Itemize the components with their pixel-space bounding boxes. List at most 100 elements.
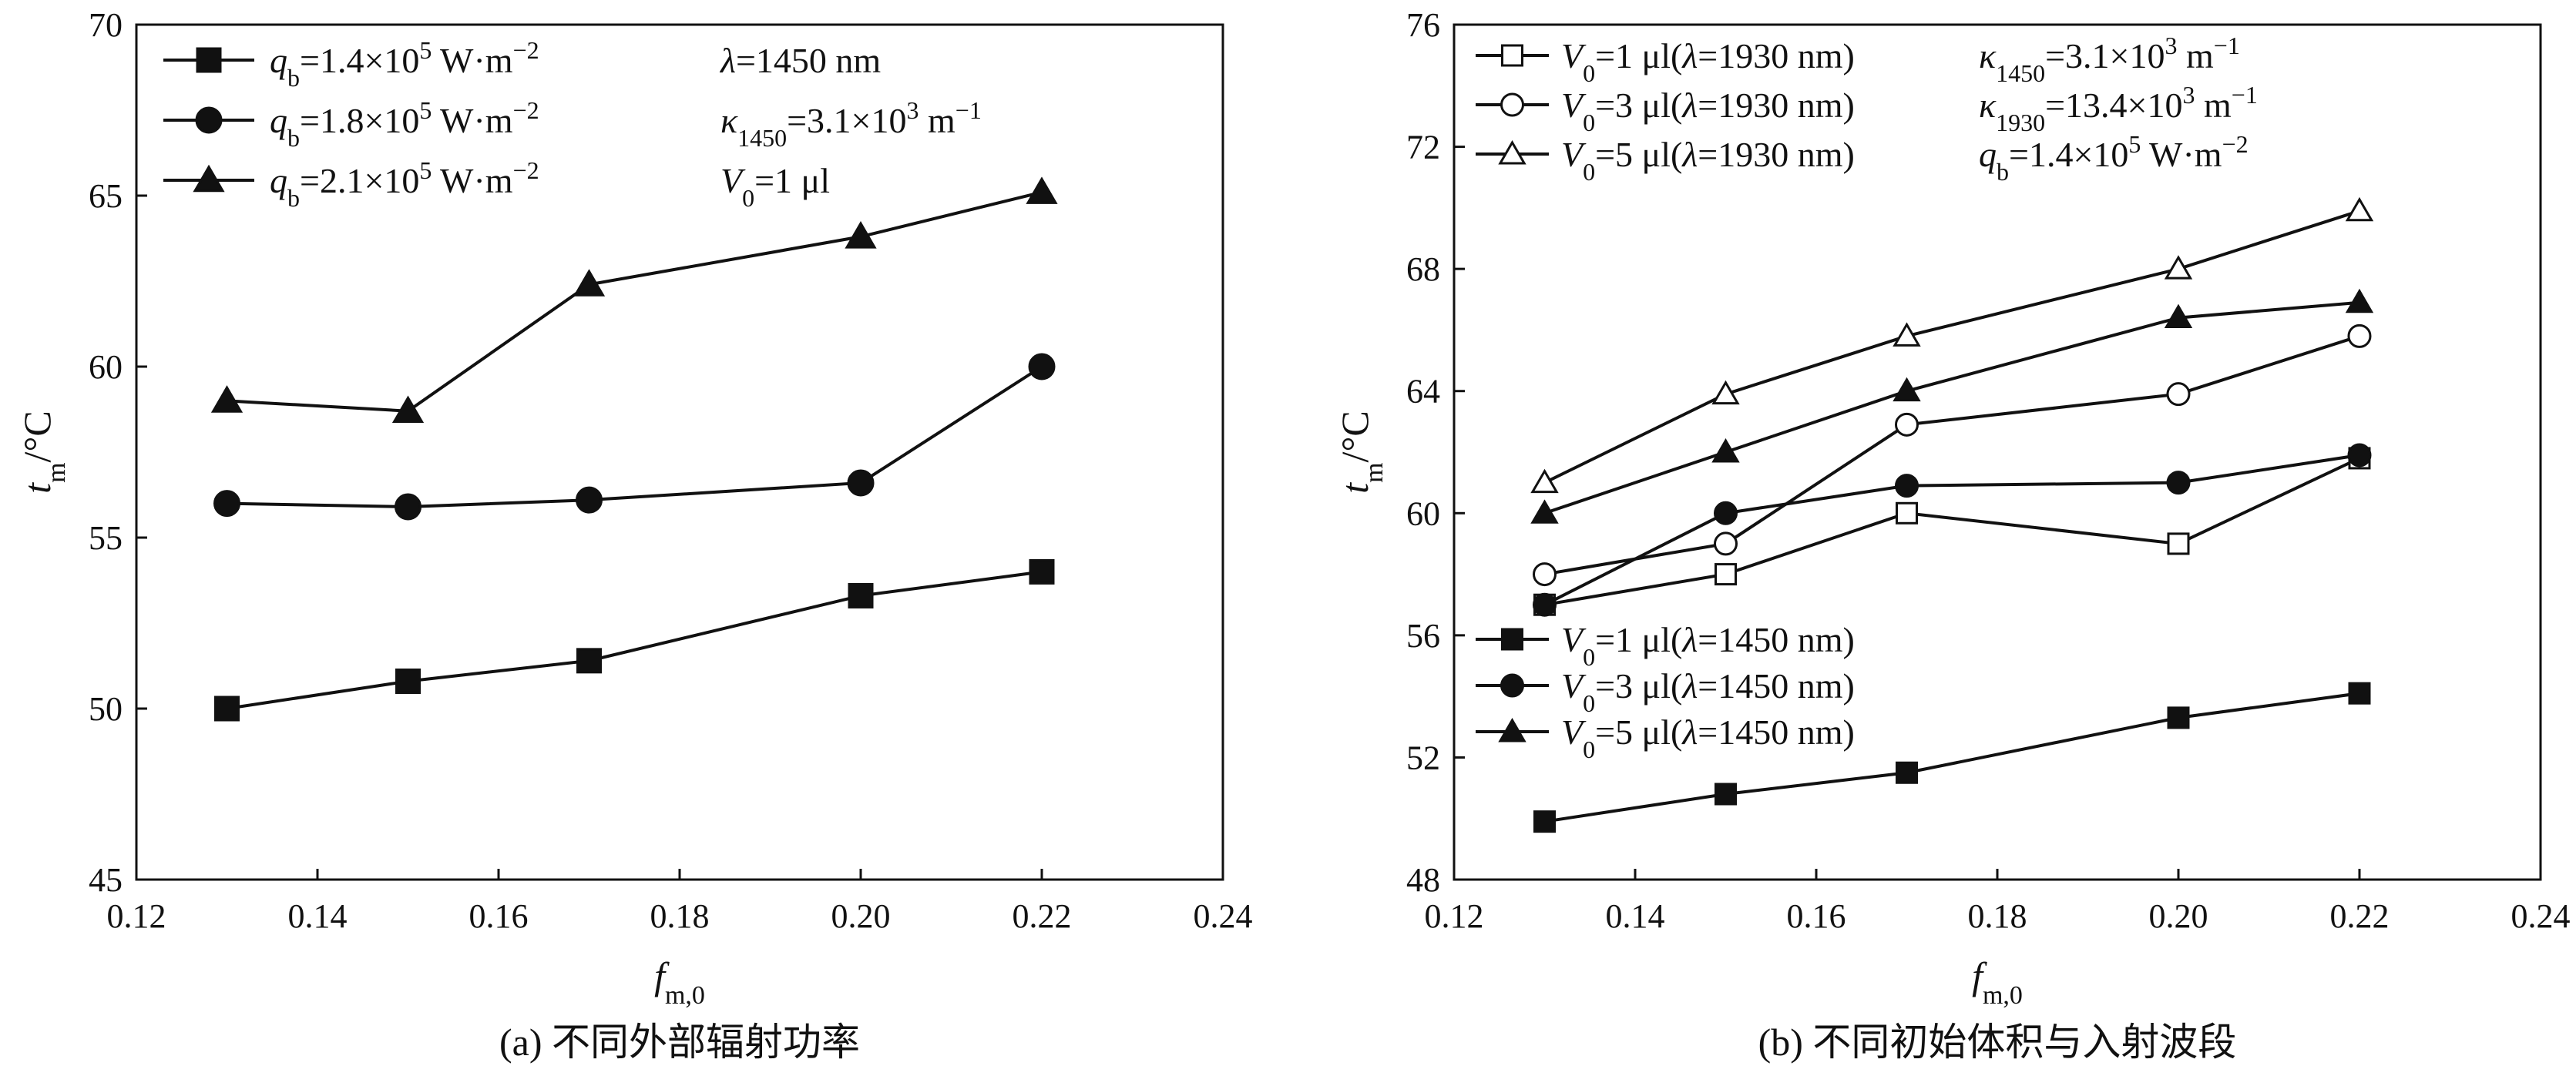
data-point <box>845 221 877 249</box>
x-tick-label: 0.14 <box>288 897 348 935</box>
data-point <box>2167 532 2190 555</box>
legend-label: V0=1 μl(λ=1450 nm) <box>1561 620 1855 671</box>
legend-entry: V0=3 μl(λ=1930 nm) <box>1476 85 1855 136</box>
data-point <box>395 493 421 521</box>
chart-caption: (a) 不同外部辐射功率 <box>499 1021 860 1064</box>
data-point <box>2167 706 2190 729</box>
annotation: κ1450=3.1×103 m−1 <box>720 96 982 152</box>
x-tick-label: 0.16 <box>1787 897 1846 935</box>
legend-marker <box>193 164 225 193</box>
data-point <box>1028 353 1056 380</box>
legend-marker <box>195 106 223 134</box>
data-point <box>2164 303 2193 329</box>
data-point <box>1893 377 1921 402</box>
data-point <box>1896 761 1918 784</box>
data-point <box>1530 499 1559 524</box>
y-tick-label: 60 <box>89 348 123 386</box>
x-tick-label: 0.22 <box>1013 897 1072 935</box>
data-point <box>576 648 602 674</box>
x-tick-label: 0.24 <box>2511 897 2571 935</box>
legend-label: V0=3 μl(λ=1930 nm) <box>1561 85 1855 136</box>
annotation: qb=1.4×105 W·m−2 <box>1979 130 2249 186</box>
y-tick-label: 65 <box>89 177 123 215</box>
legend-entry: V0=1 μl(λ=1450 nm) <box>1476 620 1855 671</box>
y-tick-label: 64 <box>1406 373 1440 411</box>
y-tick-label: 56 <box>1406 617 1440 655</box>
y-tick-label: 72 <box>1406 129 1440 166</box>
data-point <box>1895 474 1919 498</box>
legend-entry: V0=5 μl(λ=1930 nm) <box>1476 135 1855 186</box>
legend-marker <box>1501 628 1523 651</box>
legend-entry: qb=1.4×105 W·m−2 <box>163 36 539 92</box>
chart-b: 0.12 0.14 0.16 0.18 0.20 0.22 0.24 48 52 56 60 64 68… <box>1333 6 2571 1064</box>
data-point <box>1715 563 1737 586</box>
legend-marker <box>1500 673 1524 698</box>
x-axis-label: fm,0 <box>1972 954 2023 1010</box>
y-tick-label: 68 <box>1406 250 1440 288</box>
data-point <box>1896 501 1918 525</box>
legend-entry: qb=1.8×105 W·m−2 <box>163 96 539 152</box>
y-axis-label: tm/°C <box>1333 411 1389 494</box>
x-axis-label: fm,0 <box>654 954 705 1010</box>
chart-a: 0.12 0.14 0.16 0.18 0.20 0.22 0.24 45 50 55 60 65 70… <box>15 6 1253 1064</box>
y-tick-label: 76 <box>1406 6 1440 44</box>
data-point <box>391 395 425 424</box>
series-6 <box>1530 288 2374 524</box>
data-point <box>1533 592 1557 617</box>
y-tick-label: 60 <box>1406 494 1440 532</box>
data-point <box>573 269 606 297</box>
y-tick-label: 70 <box>89 6 123 44</box>
legend-marker <box>1498 718 1526 742</box>
annotation: κ1450=3.1×103 m−1 <box>1979 32 2240 87</box>
x-tick-label: 0.12 <box>107 897 166 935</box>
legend-entry: V0=5 μl(λ=1450 nm) <box>1476 712 1855 763</box>
x-tick-label: 0.20 <box>2149 897 2208 935</box>
data-point <box>2166 471 2191 495</box>
data-point <box>2345 196 2374 222</box>
data-point <box>1530 468 1559 494</box>
data-point <box>1715 783 1737 806</box>
series-2 <box>213 353 1056 521</box>
data-point <box>1711 438 1740 463</box>
annotation: λ=1450 nm <box>719 41 881 80</box>
y-tick-label: 55 <box>89 519 123 557</box>
series-4 <box>1533 682 2371 833</box>
series-5 <box>1533 443 2372 617</box>
data-point <box>2347 443 2372 468</box>
y-tick-label: 52 <box>1406 739 1440 776</box>
legend-entry: qb=2.1×105 W·m−2 <box>163 156 539 212</box>
data-point <box>847 469 875 497</box>
y-axis-label: tm/°C <box>15 411 71 494</box>
data-point <box>1533 810 1556 833</box>
y-tick-label: 45 <box>89 861 123 899</box>
series-3 <box>210 176 1058 424</box>
legend-entry: V0=3 μl(λ=1450 nm) <box>1476 666 1855 717</box>
series-2 <box>1533 323 2372 587</box>
data-point <box>1714 531 1738 556</box>
legend-marker <box>1500 92 1524 117</box>
data-point <box>213 490 240 518</box>
data-point <box>848 582 874 608</box>
legend-label: V0=5 μl(λ=1930 nm) <box>1561 135 1855 186</box>
x-tick-label: 0.16 <box>469 897 529 935</box>
legend-marker <box>1498 140 1526 165</box>
y-tick-label: 48 <box>1406 861 1440 899</box>
x-tick-label: 0.18 <box>650 897 710 935</box>
data-point <box>576 486 603 514</box>
data-point <box>214 696 240 722</box>
data-point <box>2166 382 2191 407</box>
x-tick-label: 0.22 <box>2330 897 2390 935</box>
data-point <box>395 668 421 694</box>
data-point <box>1026 176 1058 204</box>
x-tick-label: 0.14 <box>1606 897 1665 935</box>
legend-label: qb=1.4×105 W·m−2 <box>270 36 539 92</box>
legend-label: qb=2.1×105 W·m−2 <box>270 156 539 212</box>
x-tick-label: 0.12 <box>1425 897 1484 935</box>
data-point <box>1895 412 1919 437</box>
data-point <box>1029 558 1055 585</box>
legend-marker <box>1501 44 1523 67</box>
data-point <box>210 385 243 413</box>
annotation: V0=1 μl <box>720 161 830 212</box>
x-tick-label: 0.20 <box>831 897 891 935</box>
legend-label: qb=1.8×105 W·m−2 <box>270 96 539 152</box>
